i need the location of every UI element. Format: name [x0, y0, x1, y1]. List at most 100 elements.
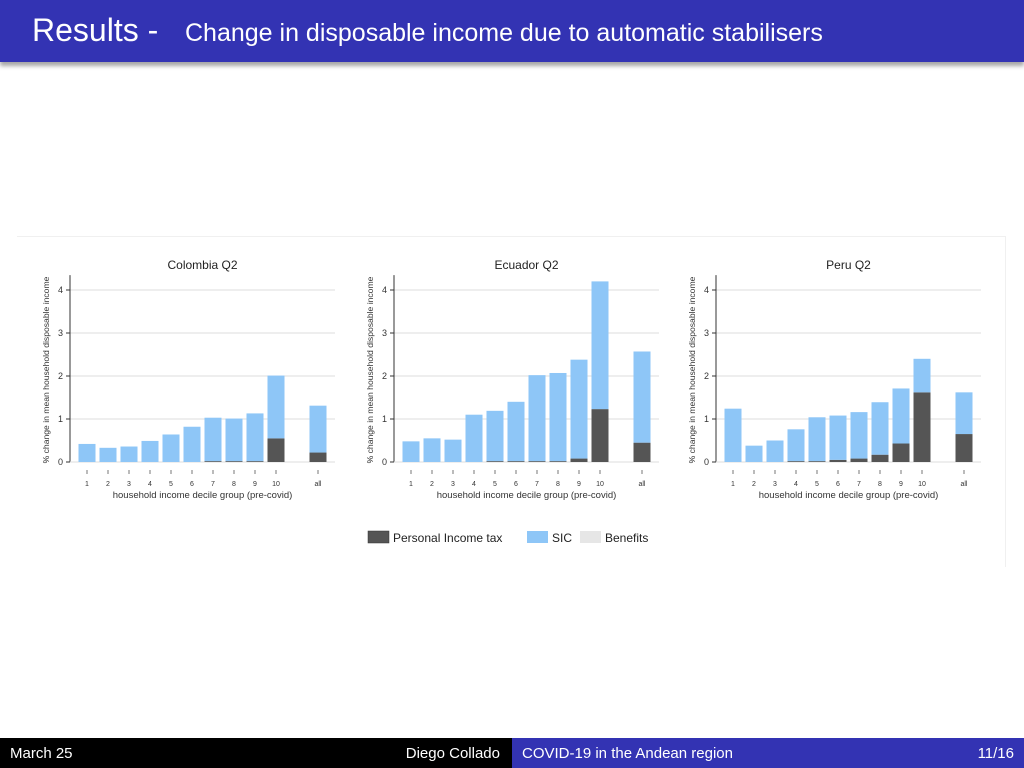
y-tick-label: 2 — [58, 371, 63, 381]
bar-sic-6 — [183, 426, 201, 462]
bar-tax-5 — [486, 461, 504, 462]
y-tick-label: 3 — [704, 328, 709, 338]
slide-footer: March 25 Diego Collado COVID-19 in the A… — [0, 738, 1024, 768]
bar-sic-2 — [745, 445, 763, 462]
x-tick-label: 6 — [514, 481, 518, 488]
bar-tax-5 — [808, 461, 826, 462]
x-tick-label: all — [314, 481, 321, 488]
bar-sic-8 — [549, 372, 567, 462]
bar-sic-9 — [246, 413, 264, 462]
x-tick-label: 6 — [190, 481, 194, 488]
y-tick-label: 2 — [382, 371, 387, 381]
x-tick-label: 10 — [272, 481, 280, 488]
y-tick-label: 0 — [704, 457, 709, 467]
figure-panel — [17, 236, 1006, 567]
x-tick-label: 3 — [451, 481, 455, 488]
bar-sic-4 — [465, 414, 483, 462]
x-tick-label: 9 — [253, 481, 257, 488]
x-axis-label: household income decile group (pre-covid… — [759, 490, 939, 501]
y-axis-label: % change in mean household disposable in… — [687, 276, 697, 463]
bar-sic-4 — [141, 440, 159, 462]
x-tick-label: 4 — [794, 481, 798, 488]
bar-tax-all — [633, 442, 651, 462]
chart-title: Ecuador Q2 — [494, 258, 558, 272]
chart-title: Colombia Q2 — [167, 258, 237, 272]
bar-sic-3 — [444, 439, 462, 462]
x-tick-label: 2 — [752, 481, 756, 488]
x-axis-label: household income decile group (pre-covid… — [437, 490, 617, 501]
bar-tax-10 — [913, 392, 931, 462]
bar-tax-7 — [204, 461, 222, 462]
bar-sic-1 — [724, 408, 742, 462]
bar-sic-all — [633, 351, 651, 443]
bar-sic-9 — [892, 388, 910, 444]
x-axis-label: household income decile group (pre-covid… — [113, 490, 293, 501]
x-tick-label: 1 — [85, 481, 89, 488]
y-tick-label: 3 — [382, 328, 387, 338]
bar-sic-3 — [766, 440, 784, 462]
bar-sic-9 — [570, 359, 588, 459]
bar-tax-8 — [549, 461, 567, 462]
x-tick-label: 8 — [878, 481, 882, 488]
x-tick-label: 10 — [918, 481, 926, 488]
x-tick-label: 9 — [577, 481, 581, 488]
bar-sic-1 — [402, 441, 420, 462]
x-tick-label: 2 — [106, 481, 110, 488]
x-tick-label: 1 — [731, 481, 735, 488]
bar-sic-3 — [120, 446, 138, 462]
bar-tax-all — [955, 434, 973, 462]
x-tick-label: 5 — [815, 481, 819, 488]
bar-sic-10 — [267, 375, 285, 439]
bar-sic-7 — [204, 417, 222, 462]
x-tick-label: 3 — [127, 481, 131, 488]
x-tick-label: 4 — [472, 481, 476, 488]
legend-label-benefits: Benefits — [605, 531, 648, 545]
x-tick-label: 7 — [857, 481, 861, 488]
x-tick-label: 6 — [836, 481, 840, 488]
y-axis-label: % change in mean household disposable in… — [365, 276, 375, 463]
bar-sic-5 — [486, 410, 504, 462]
legend-swatch-tax — [367, 530, 390, 544]
bar-sic-all — [309, 405, 327, 453]
x-tick-label: 1 — [409, 481, 413, 488]
bar-tax-7 — [528, 461, 546, 462]
x-tick-label: all — [960, 481, 967, 488]
bar-tax-9 — [570, 458, 588, 462]
x-tick-label: 10 — [596, 481, 604, 488]
bar-tax-9 — [892, 443, 910, 462]
bar-sic-8 — [871, 402, 889, 455]
x-tick-label: all — [638, 481, 645, 488]
x-tick-label: 7 — [211, 481, 215, 488]
x-tick-label: 5 — [493, 481, 497, 488]
y-tick-label: 1 — [58, 414, 63, 424]
y-tick-label: 4 — [58, 285, 63, 295]
y-tick-label: 2 — [704, 371, 709, 381]
y-tick-label: 0 — [382, 457, 387, 467]
bar-sic-7 — [850, 412, 868, 459]
bar-sic-all — [955, 392, 973, 435]
footer-date: March 25 — [10, 745, 73, 762]
bar-sic-8 — [225, 418, 243, 462]
bar-tax-10 — [267, 438, 285, 462]
legend-swatch-sic — [527, 531, 548, 543]
bar-sic-4 — [787, 429, 805, 462]
bar-tax-6 — [507, 461, 525, 462]
slide-header: Results - Change in disposable income du… — [0, 0, 1024, 62]
x-tick-label: 3 — [773, 481, 777, 488]
bar-tax-7 — [850, 458, 868, 462]
bar-sic-2 — [99, 447, 117, 462]
chart-title: Peru Q2 — [826, 258, 871, 272]
bar-sic-10 — [913, 358, 931, 393]
bar-tax-10 — [591, 409, 609, 462]
y-tick-label: 4 — [382, 285, 387, 295]
y-tick-label: 3 — [58, 328, 63, 338]
footer-page-number: 11/16 — [977, 745, 1014, 762]
x-tick-label: 9 — [899, 481, 903, 488]
bar-tax-all — [309, 452, 327, 462]
legend-label-tax: Personal Income tax — [393, 531, 502, 545]
footer-right: COVID-19 in the Andean region 11/16 — [512, 738, 1024, 768]
bar-tax-4 — [787, 461, 805, 462]
y-tick-label: 0 — [58, 457, 63, 467]
bar-sic-6 — [829, 415, 847, 460]
